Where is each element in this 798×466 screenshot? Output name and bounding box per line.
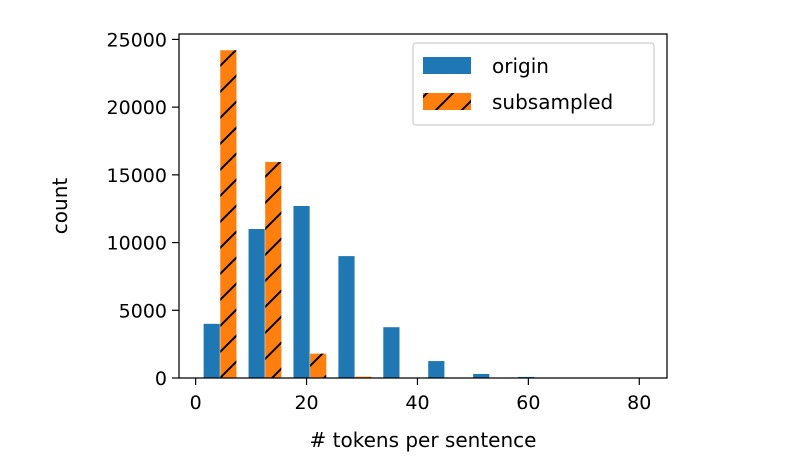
bar-origin-1: [248, 229, 265, 378]
bar-subsampled-2: [310, 353, 327, 378]
x-tick-label: 40: [405, 392, 429, 414]
bar-origin-0: [203, 323, 220, 378]
legend-box: [412, 42, 655, 126]
ticks-layer: 0 20 40 60 80 0 5000 10000 15000 20000 25000: [107, 29, 652, 414]
y-axis-label: count: [48, 178, 72, 235]
plot-frame: [178, 33, 668, 379]
legend-label-origin: origin: [492, 54, 549, 78]
bar-origin-3: [338, 256, 355, 378]
x-axis-label: # tokens per sentence: [310, 428, 537, 452]
bar-origin-6: [473, 373, 490, 378]
legend-swatch-subsampled: [423, 93, 471, 110]
x-tick-label: 80: [627, 392, 651, 414]
legend-swatch-origin: [423, 57, 471, 74]
y-tick-label: 0: [155, 368, 167, 390]
x-tick-label: 60: [516, 392, 540, 414]
bar-subsampled-0: [220, 50, 237, 378]
bar-origin-4: [383, 327, 400, 378]
legend: origin subsampled: [412, 42, 655, 126]
bar-origin-2: [293, 206, 310, 378]
y-tick-label: 10000: [107, 233, 167, 255]
bars-layer: [203, 50, 625, 378]
bar-origin-5: [428, 361, 445, 378]
y-tick-label: 5000: [119, 300, 167, 322]
bar-subsampled-3: [355, 376, 372, 378]
y-tick-label: 15000: [107, 165, 167, 187]
bar-subsampled-1: [265, 161, 282, 378]
legend-label-subsampled: subsampled: [492, 90, 613, 114]
x-tick-label: 20: [294, 392, 318, 414]
y-tick-label: 25000: [107, 29, 167, 51]
x-tick-label: 0: [190, 392, 202, 414]
y-tick-label: 20000: [107, 97, 167, 119]
